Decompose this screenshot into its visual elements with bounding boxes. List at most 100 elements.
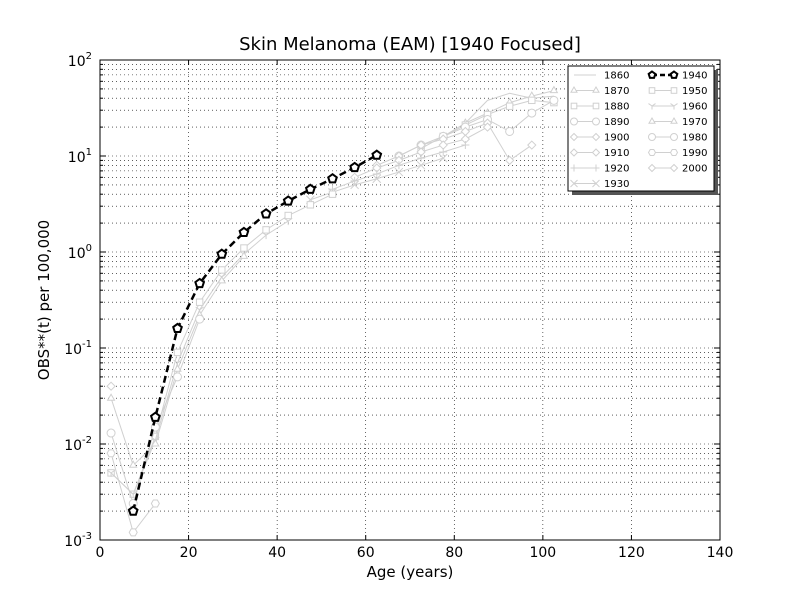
series-1940 <box>127 149 383 516</box>
legend-label: 1920 <box>604 164 629 175</box>
data-point-1940 <box>194 277 206 289</box>
data-point-1920 <box>461 141 470 150</box>
data-point-1970 <box>151 439 160 447</box>
y-tick-label: 101 <box>68 147 92 166</box>
data-point-1940 <box>238 226 250 238</box>
data-point-1980 <box>106 428 116 438</box>
x-tick-label: 140 <box>707 545 734 561</box>
legend-marker <box>570 117 578 126</box>
legend-item-1940: 1940 <box>647 70 707 82</box>
legend-label: 1940 <box>682 71 707 82</box>
legend-label: 1910 <box>604 148 629 159</box>
data-point-1920 <box>350 176 359 185</box>
series-1980 <box>106 314 205 508</box>
data-point-1950 <box>240 244 248 252</box>
legend-marker <box>648 116 656 124</box>
data-point-1910 <box>482 122 493 132</box>
legend-marker <box>648 133 656 141</box>
data-point-1960 <box>106 469 116 477</box>
data-point-1990 <box>150 499 160 508</box>
legend-item-1870: 1870 <box>570 85 629 97</box>
legend-item-1990: 1990 <box>647 148 707 159</box>
y-tick-label: 100 <box>68 243 92 262</box>
legend-item-1880: 1880 <box>570 102 629 113</box>
data-point-1970 <box>128 460 138 468</box>
data-point-1960 <box>261 231 271 240</box>
legend-item-1860: 1860 <box>574 71 629 82</box>
legend-marker <box>592 102 600 110</box>
data-point-1940 <box>172 322 183 334</box>
data-point-1950 <box>218 266 226 274</box>
series-2000 <box>106 381 116 391</box>
data-point-1980 <box>195 314 205 324</box>
data-point-1890 <box>527 108 537 118</box>
data-point-1940 <box>304 183 316 194</box>
legend-label: 1980 <box>682 133 707 144</box>
legend-marker <box>648 87 656 94</box>
legend-marker <box>669 163 679 173</box>
data-point-1870 <box>549 85 559 94</box>
axis-ticks: 0 20 40 60 80 100 120 140 10-3 10-2 10-1 100 101 102 <box>64 51 733 561</box>
data-point-1950 <box>173 348 182 357</box>
data-point-1880 <box>528 96 536 105</box>
legend-marker <box>670 116 678 124</box>
data-point-1920 <box>417 154 426 163</box>
data-point-1970 <box>173 364 182 372</box>
legend-label: 1970 <box>682 117 707 128</box>
legend-label: 1990 <box>682 148 707 159</box>
legend-marker <box>592 117 600 126</box>
legend-marker <box>670 103 678 110</box>
x-tick-label: 0 <box>96 545 105 561</box>
y-tick-label: 10-1 <box>64 339 92 358</box>
data-point-1950 <box>284 211 292 220</box>
data-point-1930 <box>394 167 404 177</box>
x-tick-label: 120 <box>618 545 645 561</box>
series-line-1940 <box>131 154 378 512</box>
y-tick-label: 102 <box>68 51 92 70</box>
legend-marker <box>592 179 600 188</box>
x-tick-label: 40 <box>268 545 286 561</box>
legend-marker <box>570 102 578 110</box>
legend-marker <box>647 163 657 173</box>
legend-marker <box>591 132 601 142</box>
legend-label: 1870 <box>604 86 629 97</box>
data-point-1950 <box>306 201 315 209</box>
legend-marker <box>569 132 579 142</box>
x-tick-label: 100 <box>529 545 556 561</box>
legend-label: 1950 <box>682 86 707 97</box>
legend-marker <box>569 148 579 157</box>
series-line-1860 <box>465 92 554 124</box>
data-point-1950 <box>328 190 337 198</box>
legend-marker <box>592 164 600 172</box>
legend-marker <box>670 133 678 141</box>
plot-frame <box>99 59 721 541</box>
data-point-1920 <box>372 169 381 178</box>
legend-marker <box>570 179 578 188</box>
data-point-1970 <box>239 251 249 259</box>
legend-marker <box>592 85 600 93</box>
data-point-1920 <box>439 148 448 157</box>
data-point-1990 <box>128 528 138 537</box>
data-point-1900 <box>504 155 515 166</box>
legend-item-1910: 1910 <box>569 148 629 159</box>
data-point-2000 <box>106 381 116 391</box>
legend-item-1970: 1970 <box>648 116 707 128</box>
y-axis-label: OBS**(t) per 100,000 <box>35 220 53 380</box>
data-point-1940 <box>327 172 338 184</box>
legend-marker <box>670 87 678 94</box>
data-point-1900 <box>527 140 537 150</box>
data-point-1960 <box>283 217 293 226</box>
legend-marker <box>570 85 578 93</box>
series-layer <box>106 85 559 537</box>
data-point-1880 <box>505 102 514 110</box>
x-tick-label: 80 <box>445 545 463 561</box>
data-point-1930 <box>416 160 426 170</box>
x-axis-label: Age (years) <box>367 563 454 581</box>
data-point-1950 <box>262 226 270 234</box>
data-point-1970 <box>106 393 116 401</box>
legend-marker <box>669 70 679 79</box>
legend-label: 1900 <box>604 133 629 144</box>
legend: 1860 1870 1880 1890 1900 1910 1920 1930 1940 1950… <box>567 65 718 195</box>
legend-marker <box>647 148 657 157</box>
